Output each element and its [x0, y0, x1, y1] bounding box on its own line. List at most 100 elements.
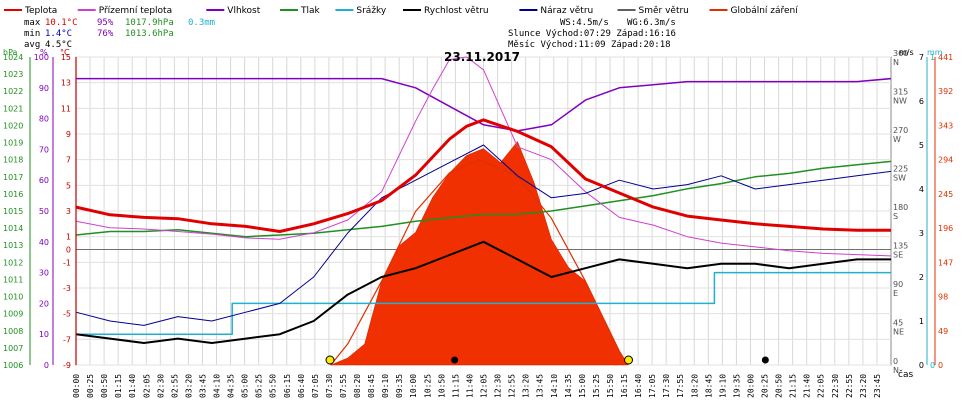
humidity-line: [76, 77, 892, 132]
hpa-axis-unit: hPa: [3, 48, 18, 57]
x-tick-label: 02:05: [142, 374, 151, 398]
x-tick-label: 03:45: [198, 374, 207, 398]
chart-axes: 00:00 00:25 00:50 01:15 01:40 02:05 02:30 02:55…: [3, 48, 953, 398]
x-tick-label: 07:55: [339, 374, 348, 398]
ms-tick-label: 7: [919, 53, 924, 62]
ms-tick-label: 5: [919, 141, 924, 150]
mm-tick-label: 1: [930, 53, 935, 62]
rain-line: [76, 271, 891, 335]
hpa-tick-label: 1015: [3, 207, 23, 216]
pct-tick-label: 40: [39, 238, 49, 247]
x-tick-label: 09:35: [395, 374, 404, 398]
wm2-tick-label: 0: [938, 361, 943, 370]
dir-tick-label: S: [893, 212, 898, 221]
dir-tick-label: 180: [893, 203, 908, 212]
x-tick-label: 14:10: [550, 374, 559, 398]
pct-tick-label: 60: [39, 176, 49, 185]
pct-tick-label: 100: [34, 53, 49, 62]
temp-tick-label: 15: [61, 53, 71, 62]
x-tick-label: 02:55: [170, 374, 179, 398]
legend-label: Náraz větru: [540, 6, 593, 16]
temperature-line: [75, 118, 891, 233]
pct-tick-label: 20: [39, 299, 49, 308]
stat-avg-temp: 4.5°C: [45, 40, 72, 50]
hpa-tick-label: 1016: [3, 190, 23, 199]
x-tick-label: 18:20: [690, 374, 699, 398]
legend-label: Teplota: [24, 6, 57, 16]
x-tick-label: 13:45: [536, 374, 545, 398]
stat-label: min: [24, 29, 40, 39]
ground-temp-line: [75, 56, 892, 257]
x-tick-label: 20:50: [775, 374, 784, 398]
hpa-tick-label: 1013: [3, 241, 23, 250]
dir-tick-label: 90: [893, 280, 903, 289]
x-tick-label: 07:05: [311, 374, 320, 398]
x-tick-label: 20:00: [746, 374, 755, 398]
x-tick-label: 18:45: [704, 374, 713, 398]
x-tick-label: 15:25: [592, 374, 601, 398]
x-tick-label: 05:25: [255, 374, 264, 398]
legend-label: Směr větru: [639, 6, 689, 16]
temp-tick-label: 9: [66, 130, 71, 139]
x-tick-label: 06:40: [297, 374, 306, 398]
legend-label: Tlak: [300, 6, 321, 16]
temp-tick-label: -1: [63, 258, 71, 267]
ms-tick-label: 3: [919, 229, 924, 238]
x-tick-label: 23:20: [859, 374, 868, 398]
ms-tick-label: 6: [919, 97, 924, 106]
x-tick-label: 11:40: [465, 374, 474, 398]
legend-label: Rychlost větru: [424, 6, 489, 16]
stat-max-temp: 10.1°C: [45, 18, 78, 28]
sunset-marker: [624, 355, 634, 365]
hpa-tick-label: 1024: [3, 53, 23, 62]
x-axis-label: čas: [898, 369, 913, 380]
pct-tick-label: 0: [44, 361, 49, 370]
temp-tick-label: 5: [66, 181, 71, 190]
dir-tick-label: 0: [893, 357, 898, 366]
ms-tick-label: 2: [919, 273, 924, 282]
temp-tick-label: -9: [63, 361, 71, 370]
pct-tick-label: 10: [39, 330, 49, 339]
stat-min-temp: 1.4°C: [45, 29, 72, 39]
pct-tick-label: 70: [39, 145, 49, 154]
hpa-tick-label: 1006: [3, 361, 23, 370]
hpa-tick-label: 1011: [3, 275, 23, 284]
stat-max-rain: 0.3mm: [188, 18, 215, 28]
dir-tick-label: SW: [893, 174, 906, 183]
x-tick-label: 00:00: [72, 374, 81, 398]
x-tick-label: 00:50: [100, 374, 109, 398]
pressure-line: [75, 160, 892, 238]
stat-moon: Měsíc Východ:11:09 Západ:20:18: [508, 40, 671, 50]
x-tick-label: 16:15: [620, 374, 629, 398]
x-tick-label: 20:25: [761, 374, 770, 398]
wm2-tick-label: 147: [938, 258, 953, 267]
hpa-tick-label: 1023: [3, 70, 23, 79]
dir-tick-label: NW: [893, 97, 907, 106]
pct-tick-label: 80: [39, 115, 49, 124]
ms-axis-unit: m/s: [899, 48, 914, 57]
wm2-tick-label: 49: [938, 327, 948, 336]
mm-tick-label: 0: [930, 361, 935, 370]
x-tick-label: 03:20: [184, 374, 193, 398]
temp-tick-label: 13: [61, 79, 71, 88]
temp-tick-label: 3: [66, 207, 71, 216]
hpa-tick-label: 1014: [3, 224, 23, 233]
ms-tick-label: 4: [919, 185, 924, 194]
legend-label: Srážky: [356, 6, 387, 16]
hpa-tick-label: 1019: [3, 139, 23, 148]
hpa-tick-label: 1008: [3, 327, 23, 336]
wm2-tick-label: 441: [938, 53, 953, 62]
hpa-tick-label: 1012: [3, 258, 23, 267]
stat-min-press: 1013.6hPa: [125, 29, 174, 39]
legend-label: Přízemní teplota: [99, 6, 172, 16]
x-tick-label: 21:40: [803, 374, 812, 398]
x-tick-label: 23:45: [873, 374, 882, 398]
dir-tick-label: 315: [893, 88, 908, 97]
dir-tick-label: SE: [893, 251, 903, 260]
x-tick-label: 15:00: [578, 374, 587, 398]
x-tick-label: 19:10: [718, 374, 727, 398]
stat-max-press: 1017.9hPa: [125, 18, 174, 28]
x-tick-label: 01:15: [114, 374, 123, 398]
stats-box: max 10.1°C 95% 1017.9hPa 0.3mm min 1.4°C 76% 101…: [24, 18, 676, 50]
ms-tick-label: 1: [919, 317, 924, 326]
